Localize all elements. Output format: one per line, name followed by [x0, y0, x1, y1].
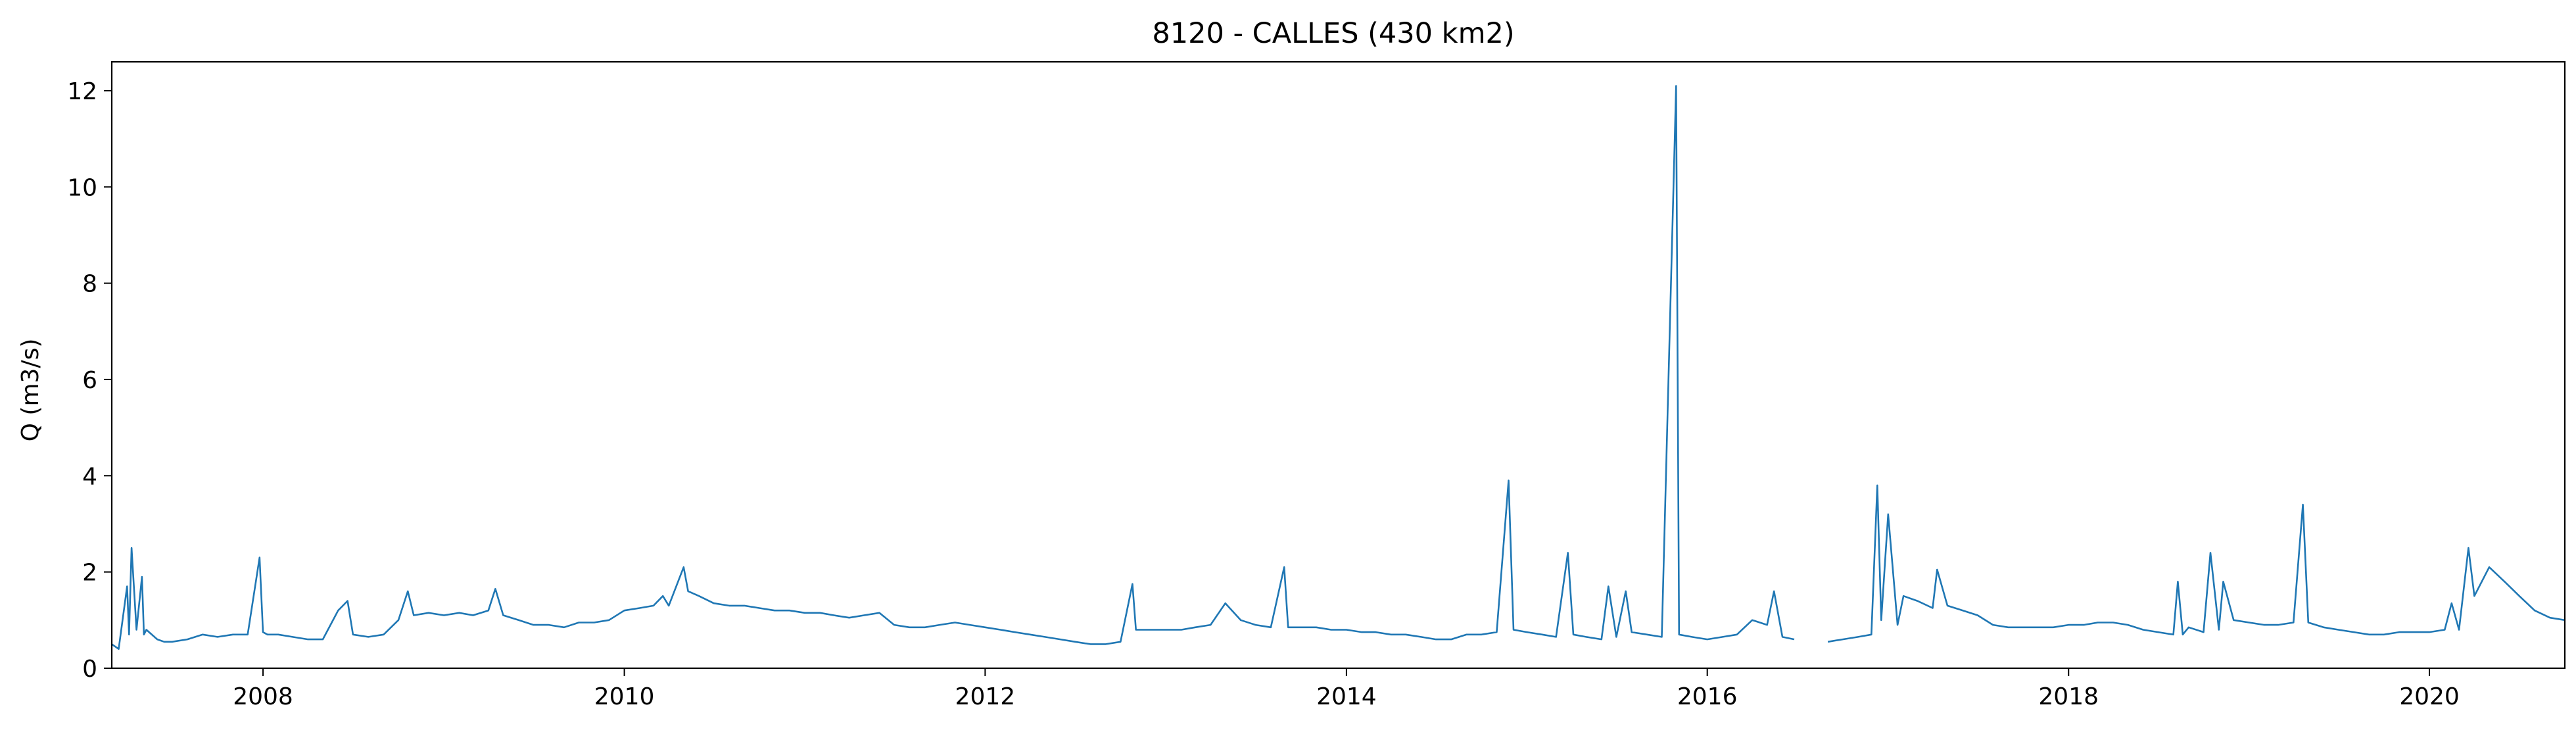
y-tick-label: 6 — [82, 367, 97, 394]
plot-frame — [110, 61, 2566, 670]
series-line-segment-1 — [112, 85, 1795, 650]
x-tick-label: 2016 — [1677, 683, 1738, 710]
y-axis: 0 2 4 6 8 10 12 — [67, 78, 112, 683]
y-tick-label: 0 — [82, 656, 97, 683]
series-line-segment-2 — [1827, 484, 2565, 643]
x-tick-label: 2018 — [2038, 683, 2099, 710]
y-tick-label: 12 — [67, 78, 97, 105]
x-tick-label: 2012 — [955, 683, 1016, 710]
y-tick-label: 8 — [82, 271, 97, 298]
y-tick-label: 4 — [82, 463, 97, 490]
x-tick-label: 2010 — [594, 683, 655, 710]
series-layer — [112, 85, 2565, 650]
x-tick-label: 2008 — [233, 683, 293, 710]
y-tick-label: 2 — [82, 560, 97, 587]
chart-title: 8120 - CALLES (430 km2) — [1152, 17, 1514, 50]
x-axis: 2008 2010 2012 2014 2016 2018 2020 — [233, 668, 2460, 710]
y-tick-label: 10 — [67, 174, 97, 201]
x-tick-label: 2020 — [2399, 683, 2460, 710]
plot-area — [112, 85, 2565, 650]
y-axis-label: Q (m3/s) — [17, 339, 44, 442]
x-tick-label: 2014 — [1316, 683, 1377, 710]
